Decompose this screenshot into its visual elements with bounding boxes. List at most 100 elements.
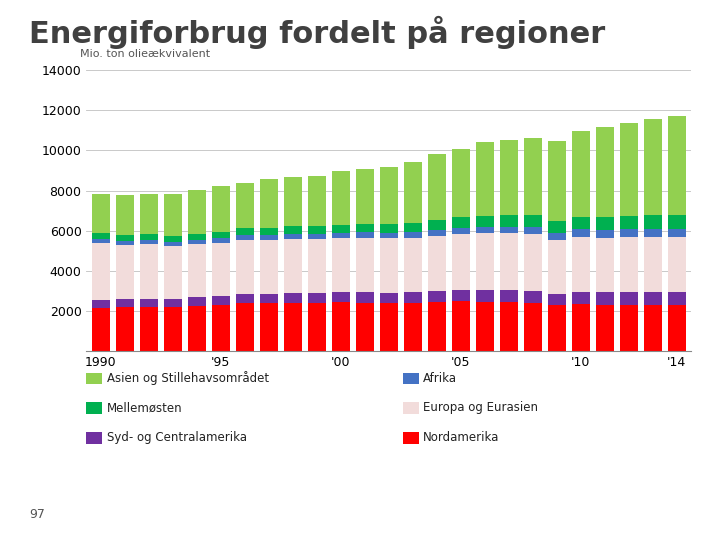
Bar	[500, 290, 518, 302]
Bar	[644, 305, 662, 351]
Bar	[284, 177, 302, 226]
Bar	[548, 221, 566, 233]
Bar	[668, 292, 686, 305]
Text: 97: 97	[29, 508, 45, 522]
Bar	[356, 238, 374, 292]
Bar	[356, 232, 374, 238]
Bar	[236, 228, 254, 235]
Bar	[452, 234, 470, 290]
Bar	[188, 245, 206, 297]
Bar	[644, 292, 662, 305]
Bar	[332, 302, 350, 351]
Bar	[524, 227, 542, 234]
Bar	[92, 239, 110, 242]
Text: Mellemøsten: Mellemøsten	[107, 401, 182, 414]
Bar	[404, 238, 422, 292]
Bar	[212, 305, 230, 351]
Bar	[284, 239, 302, 293]
Bar	[308, 293, 326, 303]
Bar	[476, 290, 494, 302]
Bar	[668, 229, 686, 238]
Bar	[620, 229, 638, 237]
Bar	[164, 236, 182, 242]
Bar	[92, 233, 110, 239]
Bar	[500, 302, 518, 351]
Bar	[164, 194, 182, 236]
Bar	[380, 303, 398, 351]
Bar	[572, 237, 590, 292]
Bar	[236, 303, 254, 351]
Bar	[404, 292, 422, 303]
Bar	[668, 238, 686, 292]
Bar	[596, 127, 614, 217]
Bar	[620, 237, 638, 292]
Bar	[260, 294, 278, 303]
Bar	[500, 215, 518, 227]
Bar	[140, 240, 158, 244]
Bar	[572, 292, 590, 305]
Bar	[548, 141, 566, 221]
Bar	[572, 230, 590, 237]
Bar	[644, 119, 662, 215]
Bar	[404, 222, 422, 232]
Bar	[596, 238, 614, 293]
Bar	[596, 217, 614, 230]
Bar	[164, 299, 182, 307]
Bar	[572, 217, 590, 230]
Bar	[284, 303, 302, 351]
Bar	[212, 232, 230, 238]
Bar	[380, 293, 398, 303]
Bar	[236, 294, 254, 303]
Bar	[140, 234, 158, 240]
Bar	[620, 292, 638, 305]
Bar	[164, 307, 182, 351]
Bar	[524, 234, 542, 291]
Bar	[380, 239, 398, 293]
Bar	[476, 227, 494, 233]
Text: Energiforbrug fordelt på regioner: Energiforbrug fordelt på regioner	[29, 16, 605, 49]
Bar	[620, 305, 638, 351]
Bar	[356, 292, 374, 302]
Text: Nordamerika: Nordamerika	[423, 431, 500, 444]
Bar	[500, 227, 518, 233]
Bar	[548, 240, 566, 294]
Bar	[164, 242, 182, 246]
Bar	[644, 229, 662, 237]
Bar	[332, 292, 350, 302]
Bar	[452, 301, 470, 351]
Bar	[404, 232, 422, 238]
Bar	[260, 235, 278, 240]
Bar	[404, 303, 422, 351]
Bar	[524, 291, 542, 303]
Bar	[140, 299, 158, 307]
Bar	[476, 143, 494, 216]
Bar	[380, 224, 398, 233]
Bar	[452, 217, 470, 228]
Bar	[116, 241, 134, 245]
Bar	[308, 303, 326, 351]
Bar	[668, 117, 686, 215]
Bar	[212, 238, 230, 243]
Bar	[212, 243, 230, 296]
Bar	[308, 239, 326, 293]
Bar	[284, 226, 302, 234]
Bar	[596, 230, 614, 238]
Bar	[596, 305, 614, 351]
Bar	[428, 291, 446, 302]
Text: Syd- og Centralamerika: Syd- og Centralamerika	[107, 431, 246, 444]
Bar	[164, 246, 182, 299]
Bar	[140, 307, 158, 351]
Bar	[332, 225, 350, 233]
Bar	[356, 169, 374, 224]
Bar	[476, 233, 494, 290]
Bar	[668, 305, 686, 351]
Bar	[428, 236, 446, 291]
Bar	[668, 215, 686, 229]
Bar	[428, 154, 446, 220]
Bar	[452, 149, 470, 217]
Bar	[236, 183, 254, 228]
Bar	[332, 172, 350, 225]
Bar	[428, 220, 446, 230]
Bar	[260, 179, 278, 227]
Bar	[236, 235, 254, 240]
